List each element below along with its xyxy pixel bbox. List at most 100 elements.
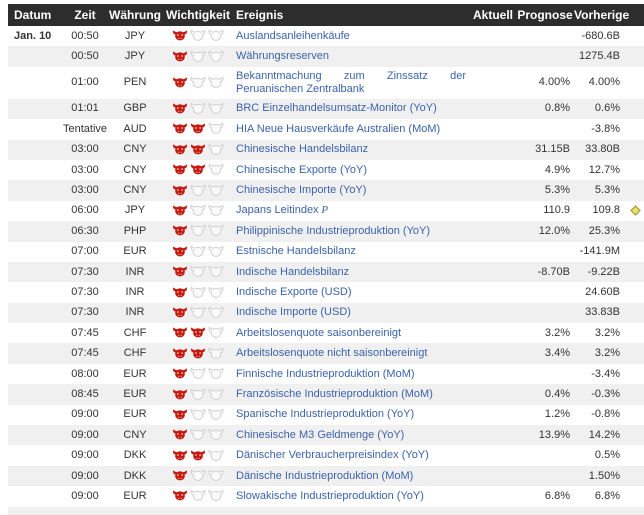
economic-calendar: Datum Zeit Währung Wichtigkeit Ereignis …: [8, 4, 644, 515]
bull-icon: [172, 409, 188, 420]
event-link[interactable]: Indische Importe (USD): [236, 306, 351, 319]
event-link[interactable]: Währungsreserven: [236, 50, 329, 63]
actual-cell: [470, 221, 516, 241]
importance-cell: [162, 445, 234, 465]
note-icon-cell: [628, 262, 644, 282]
bull-icon: [190, 327, 206, 338]
currency-cell: EUR: [123, 245, 147, 258]
bull-outline-icon: [208, 225, 224, 237]
bull-outline-icon: [190, 29, 206, 42]
actual-cell: [470, 201, 516, 221]
event-link[interactable]: Spanische Industrieproduktion (YoY): [236, 408, 415, 421]
previous-cell: 4.00%: [588, 76, 620, 89]
note-icon-cell: [628, 160, 644, 180]
event-link[interactable]: Arbeitslosenquote nicht saisonbereinigt: [236, 347, 428, 360]
previous-cell: -3.4%: [591, 367, 620, 380]
event-link[interactable]: Chinesische Exporte (YoY): [236, 163, 368, 176]
event-link[interactable]: Chinesische M3 Geldmenge (YoY): [236, 428, 405, 441]
actual-cell: [470, 26, 516, 46]
time-cell: 07:30: [71, 306, 99, 319]
date-cell: [8, 67, 62, 99]
actual-cell: [470, 119, 516, 139]
event-link[interactable]: Französische Industrieproduktion (MoM): [236, 387, 433, 400]
date-cell: [8, 221, 62, 241]
bull-outline-icon: [208, 428, 224, 441]
time-cell: 07:00: [71, 245, 99, 258]
currency-cell: EUR: [123, 367, 147, 380]
forecast-cell: 13.9%: [538, 428, 570, 441]
currency-cell: CNY: [123, 143, 147, 156]
event-cell: Chinesische M3 Geldmenge (YoY): [234, 425, 470, 445]
event-link[interactable]: Indische Exporte (USD): [236, 285, 352, 298]
currency-cell: DKK: [123, 449, 147, 462]
column-header-ereignis: Ereignis: [234, 4, 470, 26]
note-icon-cell: [628, 201, 644, 221]
event-link[interactable]: Bekanntmachung zum Zinssatz der Peruanis…: [236, 69, 466, 95]
bull-outline-icon: [190, 76, 206, 88]
event-link[interactable]: Arbeitslosenquote saisonbereinigt: [236, 326, 402, 339]
bull-outline-icon: [190, 102, 206, 114]
event-link[interactable]: Chinesische Importe (YoY): [236, 184, 367, 197]
actual-cell: [470, 364, 516, 384]
event-link[interactable]: Auslandsanleihenkäufe: [236, 29, 350, 42]
note-icon-cell: [628, 486, 644, 506]
previous-cell: 33.83B: [585, 306, 620, 319]
event-link[interactable]: Dänischer Verbraucherpreisindex (YoY): [236, 449, 429, 462]
importance-cell: [162, 242, 234, 262]
calendar-row: 08:00 EUR Finnische Industrieproduktion …: [8, 363, 644, 385]
currency-cell: PHP: [123, 224, 147, 237]
time-cell: 00:50: [71, 29, 99, 42]
event-cell: Philippinische Industrieproduktion (YoY): [234, 221, 470, 241]
importance-cell: [162, 119, 234, 139]
forecast-cell: 0.8%: [544, 102, 570, 115]
calendar-row: 03:00 CNY Chinesische Exporte (YoY) 4.9%…: [8, 159, 644, 181]
currency-cell: CNY: [123, 184, 147, 197]
event-link[interactable]: Chinesische Handelsbilanz: [236, 143, 369, 156]
bull-icon: [172, 30, 188, 41]
event-link[interactable]: Estnische Handelsbilanz: [236, 245, 356, 258]
bull-outline-icon: [208, 29, 224, 42]
bull-icon: [190, 164, 206, 175]
date-cell: [8, 140, 62, 160]
forecast-cell: 1.2%: [544, 408, 570, 421]
calendar-row: 07:45 CHF Arbeitslosenquote saisonberein…: [8, 323, 644, 344]
date-cell: [8, 405, 62, 425]
bull-outline-icon: [208, 306, 224, 318]
currency-cell: CHF: [123, 326, 147, 339]
previous-cell: -0.8%: [591, 408, 620, 421]
event-link[interactable]: Japans Leitindex: [236, 204, 319, 217]
note-icon-cell: [628, 323, 644, 343]
forecast-cell: [516, 242, 574, 262]
event-link[interactable]: BRC Einzelhandelsumsatz-Monitor (YoY): [236, 102, 437, 115]
event-link[interactable]: Indische Handelsbilanz: [236, 265, 350, 278]
event-suffix: P: [318, 204, 329, 217]
event-link[interactable]: Dänische Industrieproduktion (MoM): [236, 469, 414, 482]
time-cell: 06:00: [71, 204, 99, 217]
bull-outline-icon: [190, 225, 206, 237]
forecast-cell: 4.00%: [538, 76, 570, 89]
forecast-cell: [516, 364, 574, 384]
bull-icon: [172, 51, 188, 62]
date-cell: [8, 282, 62, 302]
time-cell: 07:30: [71, 265, 99, 278]
bull-icon: [172, 266, 188, 277]
event-link[interactable]: Finnische Industrieproduktion (MoM): [236, 367, 415, 380]
bull-outline-icon: [190, 408, 206, 420]
event-cell: Arbeitslosenquote saisonbereinigt: [234, 323, 470, 343]
currency-cell: PEN: [123, 76, 147, 89]
forecast-cell: [516, 46, 574, 66]
calendar-row: 03:00 CNY Chinesische Handelsbilanz 31.1…: [8, 139, 644, 160]
note-icon-cell: [628, 26, 644, 46]
calendar-row: 09:00 CNY Chinesische M3 Geldmenge (YoY)…: [8, 425, 644, 446]
event-link[interactable]: Slowakische Industrieproduktion (YoY): [236, 489, 424, 502]
importance-cell: [162, 303, 234, 323]
importance-cell: [162, 221, 234, 241]
date-cell: [8, 119, 62, 139]
actual-cell: [470, 180, 516, 200]
time-cell: 09:00: [71, 449, 99, 462]
column-header-zeit: Zeit: [62, 4, 108, 26]
event-link[interactable]: HIA Neue Hausverkäufe Australien (MoM): [236, 122, 441, 135]
note-icon-cell: [628, 303, 644, 323]
event-link[interactable]: Philippinische Industrieproduktion (YoY): [236, 224, 431, 237]
calendar-row: 01:00 PEN Bekanntmachung zum Zinssatz de…: [8, 66, 644, 99]
